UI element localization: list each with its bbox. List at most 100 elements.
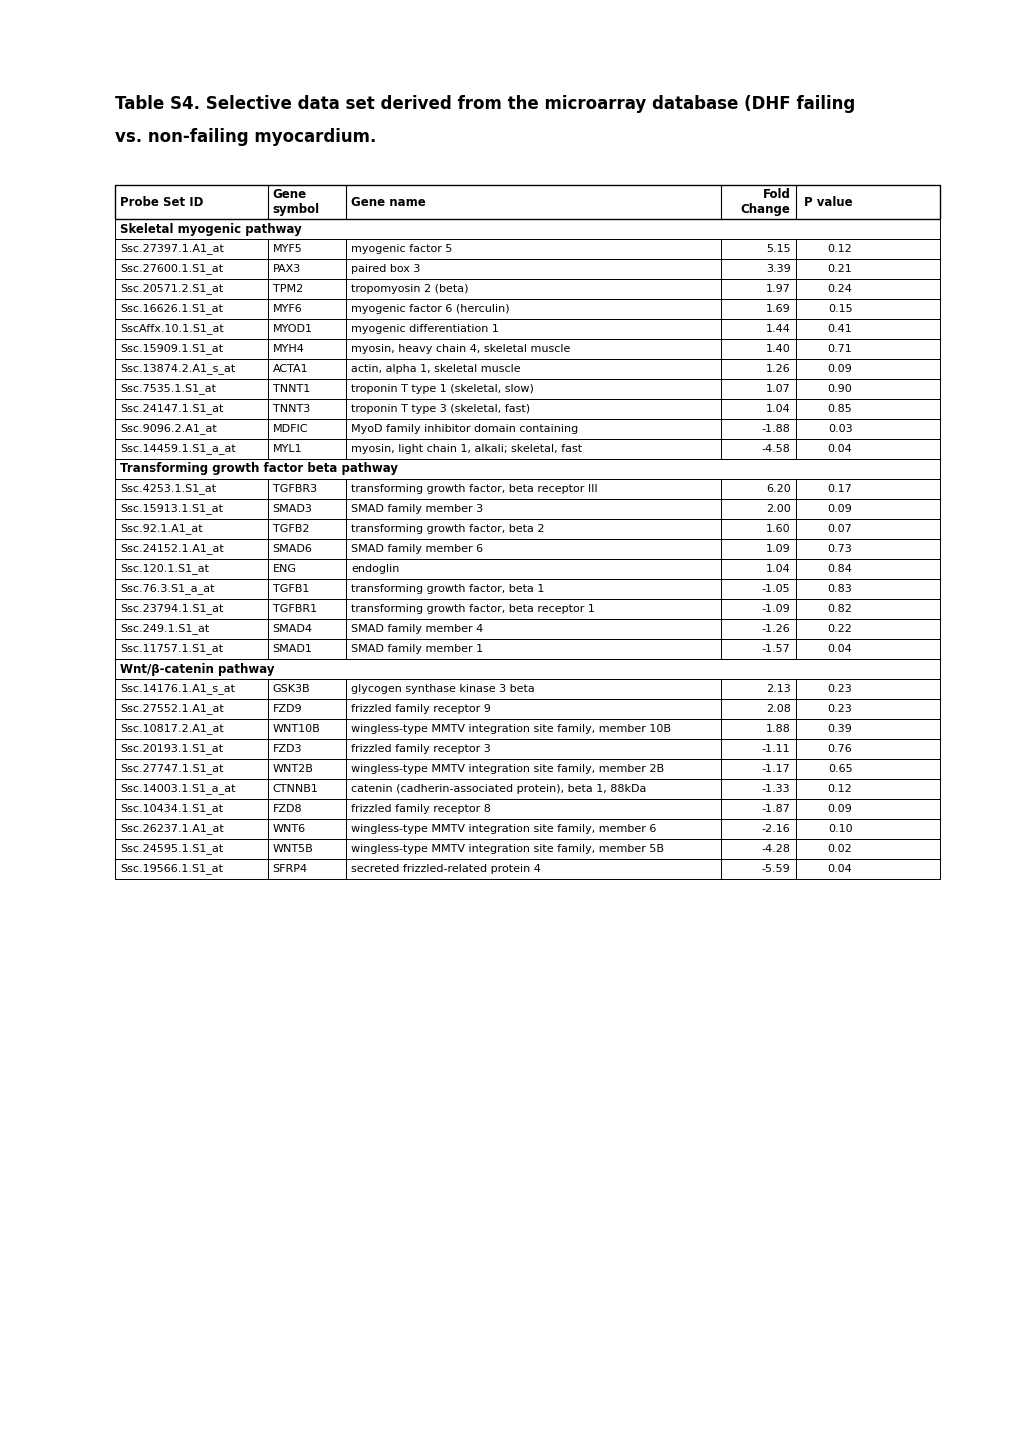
Text: Ssc.92.1.A1_at: Ssc.92.1.A1_at bbox=[120, 524, 203, 534]
Text: Ssc.27600.1.S1_at: Ssc.27600.1.S1_at bbox=[120, 264, 223, 274]
Text: FZD8: FZD8 bbox=[272, 804, 302, 814]
Text: Ssc.15913.1.S1_at: Ssc.15913.1.S1_at bbox=[120, 504, 223, 515]
Bar bbox=[115, 499, 940, 519]
Text: Ssc.24147.1.S1_at: Ssc.24147.1.S1_at bbox=[120, 404, 223, 414]
Bar bbox=[115, 439, 940, 459]
Text: 0.82: 0.82 bbox=[826, 605, 852, 615]
Text: Gene
symbol: Gene symbol bbox=[272, 188, 320, 216]
Text: 0.22: 0.22 bbox=[826, 623, 852, 633]
Text: Transforming growth factor beta pathway: Transforming growth factor beta pathway bbox=[120, 463, 397, 476]
Text: 2.08: 2.08 bbox=[765, 704, 790, 714]
Text: 0.39: 0.39 bbox=[826, 724, 852, 734]
Text: TNNT1: TNNT1 bbox=[272, 384, 310, 394]
Bar bbox=[115, 479, 940, 499]
Text: WNT6: WNT6 bbox=[272, 824, 306, 834]
Text: Ssc.24152.1.A1_at: Ssc.24152.1.A1_at bbox=[120, 544, 223, 554]
Text: Wnt/β-catenin pathway: Wnt/β-catenin pathway bbox=[120, 662, 274, 675]
Text: 0.85: 0.85 bbox=[826, 404, 852, 414]
Text: -1.26: -1.26 bbox=[761, 623, 790, 633]
Bar bbox=[115, 339, 940, 359]
Text: Ssc.9096.2.A1_at: Ssc.9096.2.A1_at bbox=[120, 424, 217, 434]
Text: wingless-type MMTV integration site family, member 10B: wingless-type MMTV integration site fami… bbox=[351, 724, 671, 734]
Bar bbox=[115, 278, 940, 299]
Bar bbox=[115, 339, 940, 359]
Text: glycogen synthase kinase 3 beta: glycogen synthase kinase 3 beta bbox=[351, 684, 534, 694]
Bar bbox=[115, 779, 940, 799]
Text: transforming growth factor, beta receptor III: transforming growth factor, beta recepto… bbox=[351, 483, 597, 494]
Bar bbox=[115, 185, 940, 219]
Bar bbox=[115, 759, 940, 779]
Text: 1.44: 1.44 bbox=[765, 325, 790, 333]
Bar bbox=[115, 799, 940, 820]
Text: Skeletal myogenic pathway: Skeletal myogenic pathway bbox=[120, 222, 302, 235]
Bar bbox=[115, 540, 940, 558]
Text: 0.24: 0.24 bbox=[826, 284, 852, 294]
Bar bbox=[115, 698, 940, 719]
Text: 0.04: 0.04 bbox=[826, 444, 852, 455]
Text: -1.17: -1.17 bbox=[761, 763, 790, 773]
Text: PAX3: PAX3 bbox=[272, 264, 301, 274]
Bar bbox=[115, 185, 940, 219]
Text: -2.16: -2.16 bbox=[761, 824, 790, 834]
Text: frizzled family receptor 9: frizzled family receptor 9 bbox=[351, 704, 490, 714]
Text: 0.10: 0.10 bbox=[827, 824, 852, 834]
Text: FZD9: FZD9 bbox=[272, 704, 302, 714]
Text: transforming growth factor, beta 1: transforming growth factor, beta 1 bbox=[351, 584, 544, 595]
Bar bbox=[115, 418, 940, 439]
Text: MYL1: MYL1 bbox=[272, 444, 302, 455]
Text: MYOD1: MYOD1 bbox=[272, 325, 313, 333]
Text: P value: P value bbox=[803, 195, 852, 208]
Text: Ssc.249.1.S1_at: Ssc.249.1.S1_at bbox=[120, 623, 209, 635]
Text: 0.90: 0.90 bbox=[826, 384, 852, 394]
Text: 1.09: 1.09 bbox=[765, 544, 790, 554]
Text: wingless-type MMTV integration site family, member 5B: wingless-type MMTV integration site fami… bbox=[351, 844, 663, 854]
Bar bbox=[115, 519, 940, 540]
Text: 0.07: 0.07 bbox=[826, 524, 852, 534]
Bar bbox=[115, 719, 940, 739]
Bar bbox=[115, 319, 940, 339]
Bar bbox=[115, 278, 940, 299]
Text: SMAD1: SMAD1 bbox=[272, 644, 312, 654]
Bar bbox=[115, 479, 940, 499]
Text: Ssc.13874.2.A1_s_at: Ssc.13874.2.A1_s_at bbox=[120, 364, 235, 374]
Text: 0.12: 0.12 bbox=[826, 244, 852, 254]
Text: Ssc.26237.1.A1_at: Ssc.26237.1.A1_at bbox=[120, 824, 223, 834]
Text: wingless-type MMTV integration site family, member 6: wingless-type MMTV integration site fami… bbox=[351, 824, 656, 834]
Text: 2.13: 2.13 bbox=[765, 684, 790, 694]
Text: Fold
Change: Fold Change bbox=[740, 188, 790, 216]
Text: TNNT3: TNNT3 bbox=[272, 404, 310, 414]
Text: 0.04: 0.04 bbox=[826, 864, 852, 874]
Text: 1.60: 1.60 bbox=[765, 524, 790, 534]
Text: 1.88: 1.88 bbox=[765, 724, 790, 734]
Text: -1.88: -1.88 bbox=[761, 424, 790, 434]
Bar bbox=[115, 558, 940, 579]
Text: Ssc.14459.1.S1_a_at: Ssc.14459.1.S1_a_at bbox=[120, 443, 235, 455]
Text: 0.41: 0.41 bbox=[826, 325, 852, 333]
Text: 0.21: 0.21 bbox=[826, 264, 852, 274]
Text: Ssc.7535.1.S1_at: Ssc.7535.1.S1_at bbox=[120, 384, 216, 394]
Text: Ssc.19566.1.S1_at: Ssc.19566.1.S1_at bbox=[120, 863, 223, 874]
Bar bbox=[115, 739, 940, 759]
Text: wingless-type MMTV integration site family, member 2B: wingless-type MMTV integration site fami… bbox=[351, 763, 663, 773]
Bar bbox=[115, 579, 940, 599]
Text: 6.20: 6.20 bbox=[765, 483, 790, 494]
Text: Probe Set ID: Probe Set ID bbox=[120, 195, 203, 208]
Bar bbox=[115, 799, 940, 820]
Bar bbox=[115, 380, 940, 400]
Text: SMAD family member 6: SMAD family member 6 bbox=[351, 544, 483, 554]
Text: 3.39: 3.39 bbox=[765, 264, 790, 274]
Bar bbox=[115, 619, 940, 639]
Text: SscAffx.10.1.S1_at: SscAffx.10.1.S1_at bbox=[120, 323, 223, 335]
Text: ENG: ENG bbox=[272, 564, 297, 574]
Bar bbox=[115, 319, 940, 339]
Text: Ssc.20193.1.S1_at: Ssc.20193.1.S1_at bbox=[120, 743, 223, 755]
Text: 0.09: 0.09 bbox=[826, 504, 852, 514]
Text: Ssc.20571.2.S1_at: Ssc.20571.2.S1_at bbox=[120, 283, 223, 294]
Bar bbox=[115, 779, 940, 799]
Text: frizzled family receptor 3: frizzled family receptor 3 bbox=[351, 745, 490, 755]
Bar bbox=[115, 258, 940, 278]
Text: myogenic differentiation 1: myogenic differentiation 1 bbox=[351, 325, 498, 333]
Text: SFRP4: SFRP4 bbox=[272, 864, 308, 874]
Text: Ssc.23794.1.S1_at: Ssc.23794.1.S1_at bbox=[120, 603, 223, 615]
Text: GSK3B: GSK3B bbox=[272, 684, 310, 694]
